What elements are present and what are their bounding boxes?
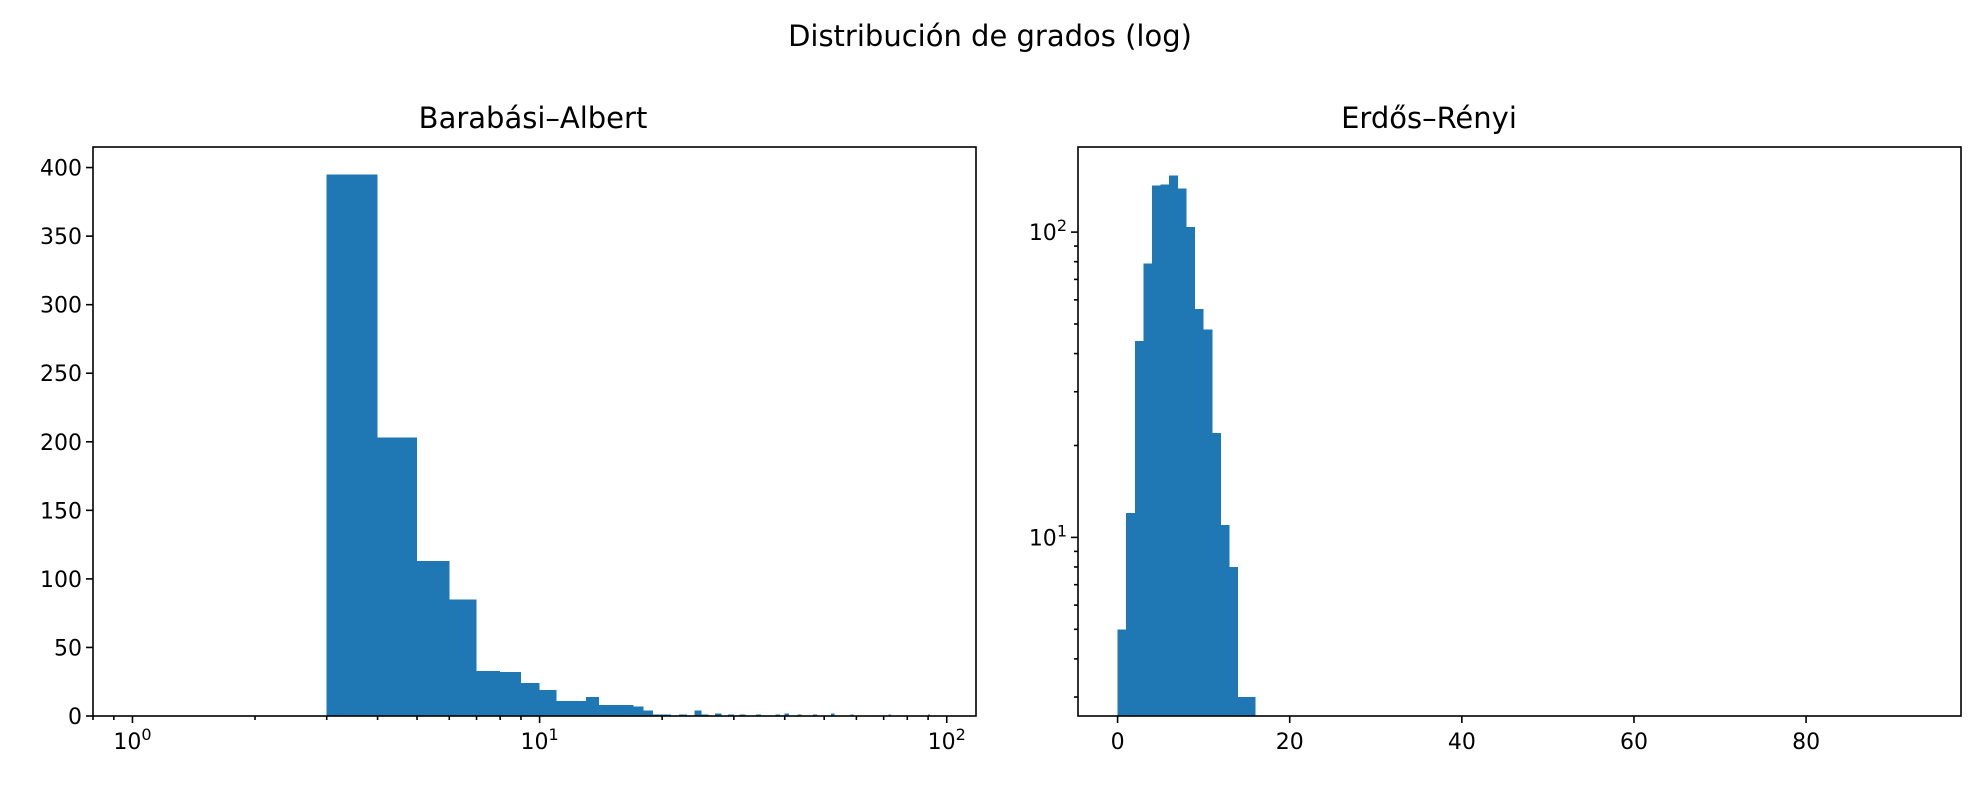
tick-label: 40 bbox=[1448, 730, 1476, 755]
tick-label: 150 bbox=[40, 499, 82, 524]
histogram-bar bbox=[1126, 513, 1135, 716]
tick-label: 400 bbox=[40, 157, 82, 182]
histogram-bar bbox=[417, 561, 450, 716]
panel-title: Erdős–Rényi bbox=[1341, 101, 1517, 135]
histogram-bar bbox=[1220, 524, 1230, 716]
histogram-bar bbox=[1195, 308, 1204, 716]
x-axis-ticks: 0 20 40 60 80 bbox=[1111, 716, 1820, 755]
tick-label: 102 bbox=[928, 725, 966, 755]
histogram-bar bbox=[1212, 432, 1221, 716]
histogram-bar bbox=[585, 696, 600, 716]
tick-label: 350 bbox=[40, 225, 82, 250]
figure-suptitle: Distribución de grados (log) bbox=[788, 19, 1192, 53]
plot-frame bbox=[1077, 146, 1962, 717]
histogram-bar bbox=[520, 683, 540, 716]
histogram-bar bbox=[326, 174, 378, 716]
panel-erdos-renyi: Erdős–Rényi 0 20 40 60 80 101 102 bbox=[1029, 101, 1962, 755]
tick-label: 101 bbox=[521, 725, 559, 755]
histogram-bar bbox=[1117, 629, 1127, 716]
tick-label: 102 bbox=[1029, 216, 1067, 246]
histogram-bar bbox=[1160, 184, 1170, 716]
tick-label: 50 bbox=[54, 636, 82, 661]
histogram-bar bbox=[643, 710, 654, 716]
panel-title: Barabási–Albert bbox=[419, 101, 648, 135]
histogram-bar bbox=[1229, 566, 1239, 716]
histogram-bars bbox=[326, 174, 931, 716]
tick-label: 0 bbox=[1111, 730, 1125, 755]
tick-label: 0 bbox=[68, 705, 82, 730]
histogram-bar bbox=[633, 706, 644, 716]
tick-label: 250 bbox=[40, 362, 82, 387]
histogram-bar bbox=[539, 689, 557, 716]
histogram-bar bbox=[1143, 263, 1153, 716]
y-axis-ticks: 0 50 100 150 200 250 300 350 400 bbox=[40, 157, 93, 730]
plot-frame bbox=[92, 146, 977, 717]
histogram-bar bbox=[1169, 175, 1178, 717]
histogram-bar bbox=[1177, 188, 1187, 716]
tick-label: 60 bbox=[1620, 730, 1648, 755]
histogram-bar bbox=[377, 437, 418, 716]
histogram-bar bbox=[449, 599, 477, 716]
x-axis-ticks: 100 101 102 bbox=[113, 716, 966, 755]
histogram-bar bbox=[831, 713, 835, 716]
histogram-bars bbox=[1117, 175, 1256, 717]
tick-label: 200 bbox=[40, 431, 82, 456]
histogram-bar bbox=[556, 700, 586, 716]
histogram-bar bbox=[715, 713, 722, 716]
tick-label: 100 bbox=[113, 725, 151, 755]
histogram-bar bbox=[1152, 185, 1161, 717]
histogram-bar bbox=[694, 710, 702, 716]
histogram-bar bbox=[784, 713, 790, 716]
histogram-bar bbox=[1186, 226, 1196, 716]
histogram-bar bbox=[500, 672, 521, 716]
tick-label: 20 bbox=[1276, 730, 1304, 755]
histogram-bar bbox=[1203, 329, 1213, 716]
tick-label: 101 bbox=[1029, 521, 1067, 551]
tick-label: 100 bbox=[40, 568, 82, 593]
tick-label: 300 bbox=[40, 294, 82, 319]
histogram-bar bbox=[1238, 697, 1256, 716]
y-axis-ticks: 101 102 bbox=[1029, 216, 1078, 551]
panel-barabasi-albert: Barabási–Albert 100 101 102 0 50 100 150 200 25… bbox=[40, 101, 977, 755]
histogram-bar bbox=[1134, 340, 1144, 716]
histogram-bar bbox=[599, 705, 634, 716]
tick-label: 80 bbox=[1792, 730, 1820, 755]
histogram-bar bbox=[476, 670, 501, 716]
